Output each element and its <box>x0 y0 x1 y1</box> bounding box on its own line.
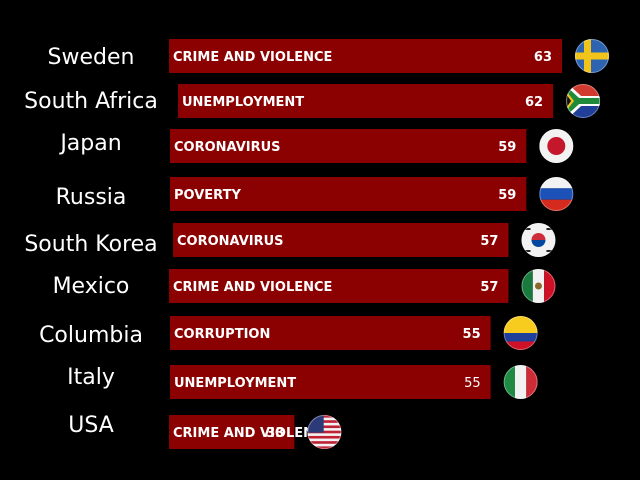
sweden-flag-icon <box>575 39 609 73</box>
south-korea-flag-icon <box>521 223 556 257</box>
issue-label: CRIME AND VIOLENCE <box>173 280 332 295</box>
bar-row: Italy UNEMPLOYMENT 55 <box>67 365 538 399</box>
category-label: South Korea <box>24 232 157 257</box>
issue-label: CORONAVIRUS <box>177 234 284 249</box>
category-label: Columbia <box>39 323 143 348</box>
issue-label: CORONAVIRUS <box>174 140 281 155</box>
issue-label: CORRUPTION <box>174 327 270 342</box>
category-label: Sweden <box>48 45 135 70</box>
bar <box>173 223 509 257</box>
issue-label: POVERTY <box>174 188 241 203</box>
bar-row: Sweden CRIME AND VIOLENCE 63 <box>48 39 609 73</box>
colombia-flag-icon <box>503 316 538 350</box>
category-label: USA <box>68 413 114 438</box>
value-label: 57 <box>480 234 498 249</box>
bar-row: Russia POVERTY 59 <box>56 177 574 211</box>
bar <box>170 177 527 211</box>
italy-flag-icon <box>503 365 538 399</box>
south-africa-flag-icon <box>566 84 601 118</box>
value-label: 62 <box>525 95 543 110</box>
value-label: 63 <box>534 50 552 65</box>
category-label: South Africa <box>24 89 158 114</box>
category-label: Russia <box>56 185 127 210</box>
bar <box>170 129 527 163</box>
issue-label: CRIME AND VIOLENCE <box>173 50 332 65</box>
russia-flag-icon <box>539 177 574 211</box>
bar-row: South Korea CORONAVIRUS 57 <box>24 223 556 257</box>
value-label: 55 <box>463 327 481 342</box>
bar-row: Columbia CORRUPTION 55 <box>39 316 538 350</box>
bar <box>178 84 554 118</box>
japan-flag-icon <box>539 129 574 163</box>
bar-row: Mexico CRIME AND VIOLENCE 57 <box>53 269 556 303</box>
value-label: 59 <box>498 140 516 155</box>
usa-flag-icon <box>307 415 342 449</box>
bar <box>169 269 509 303</box>
category-label: Mexico <box>53 274 130 299</box>
bar-row: South Africa UNEMPLOYMENT 62 <box>24 84 601 118</box>
value-label: 59 <box>498 188 516 203</box>
issue-label: UNEMPLOYMENT <box>182 95 304 110</box>
bar <box>169 39 562 73</box>
bar <box>169 415 295 449</box>
issue-label: UNEMPLOYMENT <box>174 376 296 391</box>
mexico-flag-icon <box>521 269 556 303</box>
issue-label: CRIME AND VIOLENCE <box>173 426 332 441</box>
category-label: Japan <box>58 131 121 156</box>
value-label: 55 <box>464 376 481 391</box>
bar <box>170 316 491 350</box>
bar-row: Japan CORONAVIRUS 59 <box>58 129 574 163</box>
value-label: 33 <box>266 426 284 441</box>
category-label: Italy <box>67 365 115 390</box>
value-label: 57 <box>480 280 498 295</box>
bar <box>170 365 491 399</box>
